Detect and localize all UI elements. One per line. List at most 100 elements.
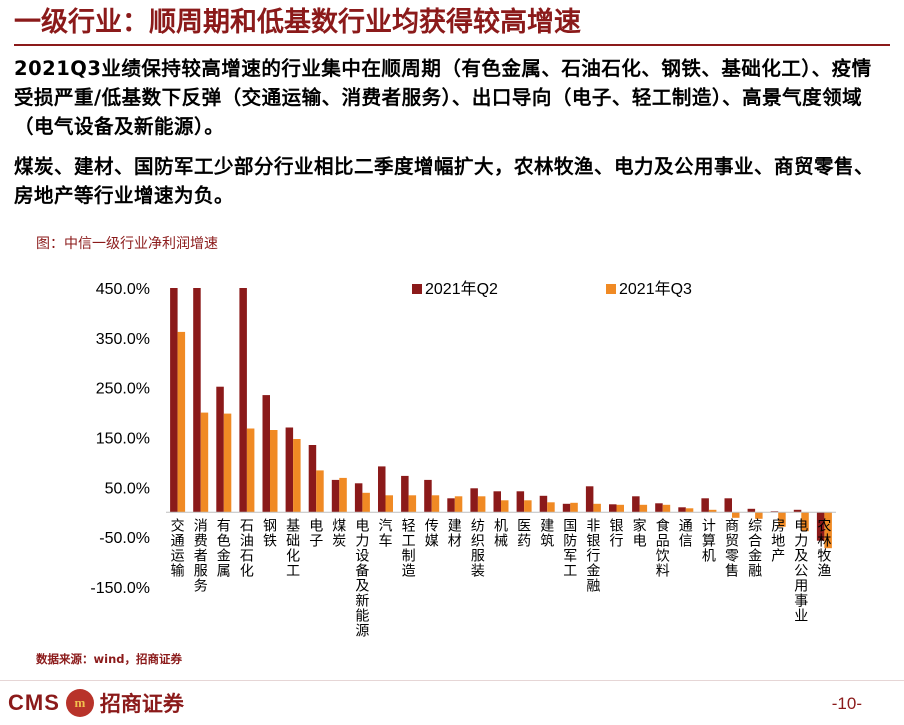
bar-q3: [824, 512, 832, 549]
y-tick-label: -50.0%: [99, 530, 150, 547]
bar-q3: [732, 512, 740, 518]
y-tick-label: 250.0%: [96, 381, 150, 398]
bar-q3: [270, 430, 278, 513]
bar-q3: [408, 495, 417, 513]
bar-q3: [662, 504, 671, 513]
y-tick-label: 50.0%: [105, 480, 150, 497]
bar-q2: [493, 491, 501, 513]
bar-q2: [331, 479, 340, 513]
bar-q2: [585, 486, 594, 513]
category-label: 轻工制造: [402, 518, 416, 579]
legend-label-q2: 2021年Q2: [425, 280, 498, 298]
category-label: 消费者服务: [194, 518, 208, 594]
y-tick-label: 350.0%: [96, 331, 150, 348]
bar-q2: [354, 483, 363, 513]
bar-q2: [308, 445, 317, 513]
bar-q2: [239, 288, 247, 513]
category-label: 石油石化: [240, 518, 254, 579]
bar-q2: [216, 386, 224, 513]
category-label: 传媒: [425, 518, 439, 549]
bar-q3: [708, 509, 717, 513]
category-label: 电力设备及新能源: [355, 518, 369, 639]
y-tick-label: 150.0%: [96, 431, 150, 448]
data-source: 数据来源：wind，招商证券: [36, 652, 182, 666]
bar-q3: [524, 500, 532, 513]
summary-paragraph-1: 2021Q3业绩保持较高增速的行业集中在顺周期（有色金属、石油石化、钢铁、基础化…: [14, 57, 872, 138]
bar-q3: [293, 439, 301, 513]
category-label: 电力及公用事业: [794, 518, 808, 624]
bar-q3: [339, 477, 347, 513]
bar-q3: [200, 412, 209, 513]
category-label: 综合金融: [748, 518, 762, 579]
category-label: 银行: [610, 518, 624, 549]
net-profit-growth-chart: -150.0% -50.0% 50.0% 150.0% 250.0% 350.0% 450.…: [90, 280, 836, 639]
bar-q3: [501, 500, 509, 513]
category-label: 食品饮料: [656, 517, 670, 579]
category-label: 计算机: [702, 518, 716, 564]
legend-swatch-q2: [412, 284, 422, 294]
bar-q2: [793, 509, 802, 513]
bar-q3: [223, 413, 232, 513]
footer-divider: [0, 680, 904, 681]
bar-q2: [170, 288, 178, 513]
bar-q2: [678, 507, 686, 513]
bar-q2: [516, 491, 525, 513]
logo-company-name: 招商证券: [99, 691, 184, 716]
bar-q3: [385, 495, 393, 513]
category-label: 家电: [633, 517, 647, 549]
bar-q3: [246, 428, 255, 513]
page-title: 一级行业：顺周期和低基数行业均获得较高增速: [14, 7, 581, 38]
bar-q2: [816, 512, 825, 541]
category-label: 机械: [494, 518, 508, 549]
bar-q3: [801, 512, 809, 532]
title-divider: [14, 44, 890, 46]
category-label: 汽车: [379, 518, 393, 549]
category-label: 建筑: [540, 518, 554, 549]
bar-q2: [470, 488, 478, 513]
bar-q2: [562, 503, 571, 513]
category-label: 有色金属: [217, 518, 231, 579]
bar-q3: [570, 502, 578, 513]
category-label: 交通运输: [171, 517, 185, 579]
bar-q3: [755, 512, 763, 519]
y-tick-label: -150.0%: [90, 580, 150, 597]
legend-label-q3: 2021年Q3: [619, 280, 692, 298]
category-label: 商贸零售: [725, 518, 739, 579]
bar-q2: [378, 466, 386, 513]
category-label: 医药: [517, 518, 531, 549]
bar-q2: [701, 498, 709, 513]
bar-q3: [685, 508, 694, 513]
category-label: 煤炭: [332, 518, 346, 549]
bar-q3: [778, 512, 786, 527]
y-tick-label: 450.0%: [96, 281, 150, 298]
bar-q3: [431, 495, 440, 513]
bar-q2: [539, 495, 548, 513]
bar-q2: [747, 508, 756, 513]
bar-q2: [609, 504, 617, 513]
logo-mark-icon: m: [65, 689, 94, 717]
page-number: -10-: [831, 694, 862, 713]
category-label: 基础化工: [286, 517, 300, 579]
bar-q3: [593, 503, 601, 513]
bar-q3: [616, 504, 624, 513]
bar-q2: [655, 503, 663, 513]
bar-q2: [724, 498, 732, 513]
bar-q3: [454, 496, 463, 513]
category-label: 电子: [309, 518, 323, 549]
bar-q2: [193, 288, 201, 513]
bar-q3: [177, 331, 186, 513]
bar-q2: [632, 496, 640, 513]
bar-q2: [447, 498, 455, 513]
company-logo: CMS m 招商证券: [8, 686, 184, 720]
figure-caption: 图：中信一级行业净利润增速: [36, 236, 218, 252]
bar-q3: [316, 470, 324, 513]
summary-paragraph-2: 煤炭、建材、国防军工少部分行业相比二季度增幅扩大，农林牧渔、电力及公用事业、商贸…: [14, 155, 875, 207]
category-label: 纺织服装: [471, 518, 485, 579]
bar-q3: [547, 502, 555, 513]
bar-q3: [362, 492, 370, 513]
bar-q2: [262, 395, 270, 513]
bar-q2: [401, 475, 409, 513]
category-label: 建材: [448, 518, 462, 549]
logo-text: CMS: [8, 690, 60, 715]
category-label: 房地产: [771, 518, 785, 564]
